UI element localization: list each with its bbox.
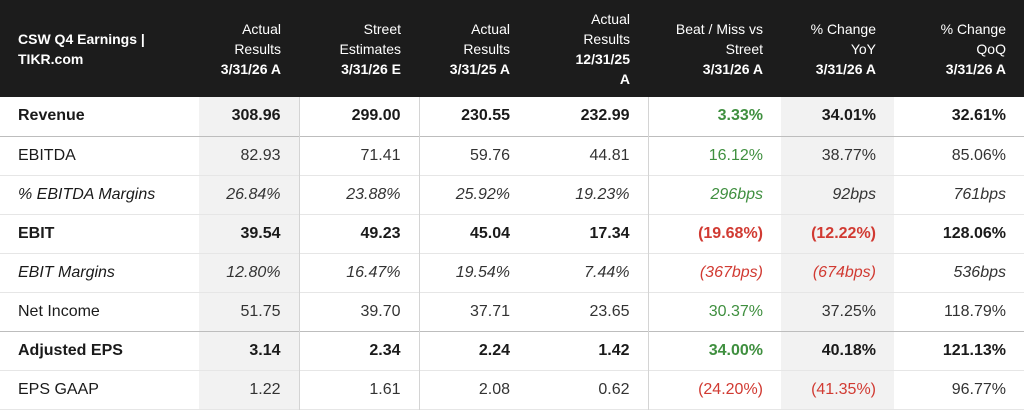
cell-actual: 51.75 <box>199 292 300 331</box>
cell-beat-miss: (24.20%) <box>698 380 763 398</box>
cell-qoq: 96.77% <box>951 380 1006 398</box>
row-ebitda: EBITDA 82.93 71.41 59.76 44.81 16.12% 38… <box>0 136 1024 175</box>
row-ebit-margins: EBIT Margins 12.80% 16.47% 19.54% 7.44% … <box>0 253 1024 292</box>
row-label: Adjusted EPS <box>18 341 123 359</box>
cell-qoq: 128.06% <box>942 224 1006 242</box>
row-label: EBIT <box>18 224 55 242</box>
cell-yoy: (674bps) <box>781 253 894 292</box>
row-label: EBIT Margins <box>18 263 115 281</box>
row-label: Revenue <box>18 107 85 125</box>
row-net-income: Net Income 51.75 39.70 37.71 23.65 30.37… <box>0 292 1024 331</box>
cell-estimate: 39.70 <box>299 292 420 331</box>
col-header-beat-miss: Beat / Miss vs Street 3/31/26 A <box>675 20 763 77</box>
cell-actual: 12.80% <box>199 253 300 292</box>
cell-yoy: (41.35%) <box>781 370 894 409</box>
col-header-actual-prior-quarter: Actual Results 12/31/25 A <box>575 10 631 87</box>
cell-qoq: 32.61% <box>951 107 1006 125</box>
col-header-street-estimates: Street Estimates 3/31/26 E <box>339 20 401 77</box>
cell-prior-year: 25.92% <box>455 185 510 203</box>
cell-prior-quarter: 17.34 <box>528 214 649 253</box>
cell-actual: 39.54 <box>199 214 300 253</box>
cell-prior-year: 19.54% <box>455 263 510 281</box>
cell-actual: 308.96 <box>199 97 300 136</box>
cell-prior-quarter: 19.23% <box>528 175 649 214</box>
cell-yoy: 92bps <box>781 175 894 214</box>
cell-beat-miss: 16.12% <box>708 146 763 164</box>
cell-prior-quarter: 1.42 <box>528 331 649 370</box>
cell-beat-miss: 30.37% <box>708 302 763 320</box>
cell-prior-year: 37.71 <box>469 302 510 320</box>
cell-beat-miss: 296bps <box>710 185 764 203</box>
cell-beat-miss: 34.00% <box>708 341 763 359</box>
table-body: Revenue 308.96 299.00 230.55 232.99 3.33… <box>0 97 1024 409</box>
cell-estimate: 2.34 <box>299 331 420 370</box>
cell-yoy: 37.25% <box>781 292 894 331</box>
col-header-change-qoq: % Change QoQ 3/31/26 A <box>940 20 1006 77</box>
cell-estimate: 1.61 <box>299 370 420 409</box>
cell-yoy: 40.18% <box>781 331 894 370</box>
col-header-change-yoy: % Change YoY 3/31/26 A <box>810 20 876 77</box>
cell-yoy: (12.22%) <box>781 214 894 253</box>
cell-prior-year: 2.24 <box>478 341 510 359</box>
cell-prior-quarter: 44.81 <box>528 136 649 175</box>
cell-prior-quarter: 232.99 <box>528 97 649 136</box>
cell-estimate: 23.88% <box>299 175 420 214</box>
row-label: EBITDA <box>18 146 76 164</box>
cell-qoq: 121.13% <box>942 341 1006 359</box>
cell-estimate: 16.47% <box>299 253 420 292</box>
cell-qoq: 118.79% <box>944 302 1006 320</box>
cell-prior-quarter: 7.44% <box>528 253 649 292</box>
table-header: CSW Q4 Earnings | TIKR.com Actual Result… <box>0 0 1024 97</box>
cell-prior-year: 45.04 <box>469 224 510 242</box>
table-title: CSW Q4 Earnings | TIKR.com <box>18 30 145 67</box>
cell-beat-miss: (19.68%) <box>698 224 763 242</box>
cell-prior-year: 2.08 <box>478 380 510 398</box>
cell-beat-miss: (367bps) <box>699 263 763 281</box>
cell-estimate: 71.41 <box>299 136 420 175</box>
cell-actual: 82.93 <box>199 136 300 175</box>
cell-actual: 26.84% <box>199 175 300 214</box>
row-eps-gaap: EPS GAAP 1.22 1.61 2.08 0.62 (24.20%) (4… <box>0 370 1024 409</box>
row-label: % EBITDA Margins <box>18 185 156 203</box>
cell-prior-year: 230.55 <box>461 107 510 125</box>
cell-prior-year: 59.76 <box>469 146 510 164</box>
cell-qoq: 761bps <box>953 185 1007 203</box>
row-adjusted-eps: Adjusted EPS 3.14 2.34 2.24 1.42 34.00% … <box>0 331 1024 370</box>
cell-qoq: 536bps <box>953 263 1007 281</box>
cell-qoq: 85.06% <box>951 146 1006 164</box>
cell-actual: 1.22 <box>199 370 300 409</box>
row-revenue: Revenue 308.96 299.00 230.55 232.99 3.33… <box>0 97 1024 136</box>
cell-estimate: 299.00 <box>299 97 420 136</box>
cell-yoy: 34.01% <box>781 97 894 136</box>
col-header-actual-results: Actual Results 3/31/26 A <box>220 20 281 77</box>
cell-yoy: 38.77% <box>781 136 894 175</box>
cell-beat-miss: 3.33% <box>717 107 763 125</box>
cell-actual: 3.14 <box>199 331 300 370</box>
row-label: Net Income <box>18 302 100 320</box>
row-ebit: EBIT 39.54 49.23 45.04 17.34 (19.68%) (1… <box>0 214 1024 253</box>
cell-prior-quarter: 0.62 <box>528 370 649 409</box>
cell-prior-quarter: 23.65 <box>528 292 649 331</box>
cell-estimate: 49.23 <box>299 214 420 253</box>
row-label: EPS GAAP <box>18 380 99 398</box>
col-header-actual-prior-year: Actual Results 3/31/25 A <box>449 20 510 77</box>
row-ebitda-margins: % EBITDA Margins 26.84% 23.88% 25.92% 19… <box>0 175 1024 214</box>
